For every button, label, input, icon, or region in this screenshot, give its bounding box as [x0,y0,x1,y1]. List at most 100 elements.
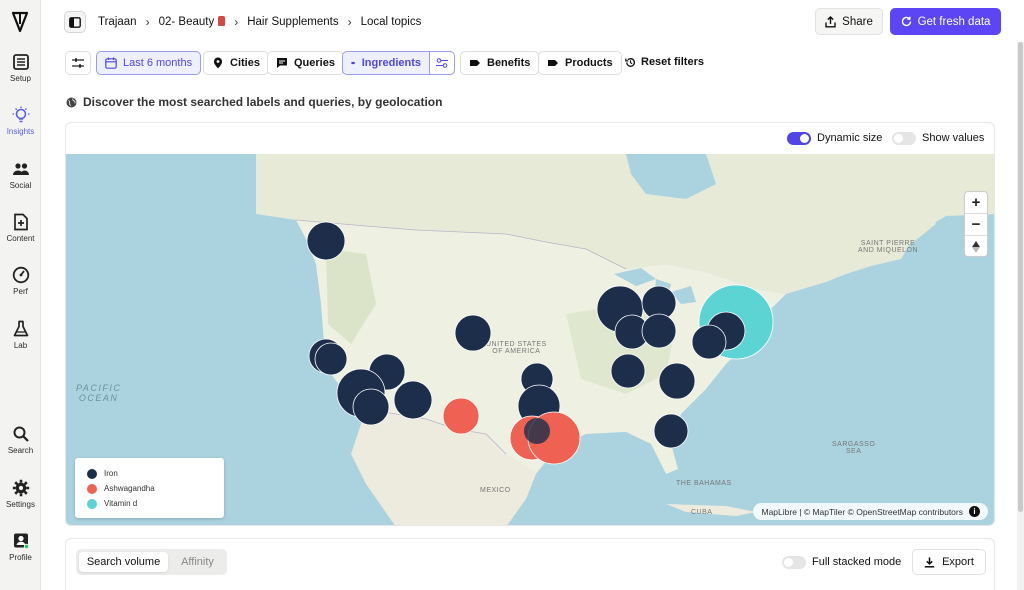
zoom-out-button[interactable]: − [965,214,987,236]
full-stacked-label: Full stacked mode [812,556,902,568]
full-stacked-toggle[interactable] [782,556,806,569]
sidebar-item-label: Insights [6,127,35,136]
page-subtitle: Discover the most searched labels and qu… [66,95,442,109]
globe-icon [66,97,77,107]
map-label-pacific: PACIFIC OCEAN [76,383,122,403]
legend-item-vitamin-d: Vitamin d [87,496,212,511]
share-button[interactable]: Share [815,8,883,35]
tab-affinity[interactable]: Affinity [181,556,214,568]
scrollbar-thumb[interactable] [1018,42,1023,512]
bubble-iron[interactable] [610,353,646,389]
sidebar-item-social[interactable]: Social [0,160,41,190]
chat-icon [277,58,287,68]
bubble-iron[interactable] [524,418,550,444]
sliders-icon [72,58,84,68]
tag-icon [548,60,558,66]
bubble-ashwagandha[interactable] [442,397,480,435]
breadcrumb-item-topic[interactable]: Hair Supplements [247,16,339,28]
bubble-iron[interactable] [691,324,727,360]
sidebar-panel-icon [69,16,81,28]
reset-filters-button[interactable]: Reset filters [625,56,704,68]
cities-filter[interactable]: Cities [203,51,269,75]
geo-map[interactable]: UNITED STATES OF AMERICA MEXICO PACIFIC OC… [66,154,994,525]
page-scrollbar[interactable] [1017,42,1024,590]
legend-item-ashwagandha: Ashwagandha [87,481,212,496]
dynamic-size-toggle[interactable] [787,132,811,145]
filter-settings-button[interactable] [65,51,91,75]
products-filter[interactable]: Products [538,51,622,75]
people-icon [12,163,29,175]
sidebar-item-label: Lab [13,341,28,350]
sidebar-item-label: Perf [13,287,28,296]
tag-icon [351,61,356,65]
bubble-layer [306,221,774,465]
export-button[interactable]: Export [912,549,986,575]
lipstick-icon [218,16,226,26]
sidebar-item-insights[interactable]: Insights [0,106,41,136]
bubble-iron[interactable] [314,342,348,376]
dynamic-size-label: Dynamic size [817,132,883,144]
chart-card: Search volume Affinity Full stacked mode… [65,538,995,590]
sidebar-item-label: Search [7,446,34,455]
map-label-mexico: MEXICO [480,487,511,494]
bubble-iron[interactable] [641,313,677,349]
map-pin-icon [214,57,222,69]
info-icon[interactable]: i [969,506,980,517]
benefits-filter[interactable]: Benefits [460,51,540,75]
sidebar-toggle-button[interactable] [64,11,86,33]
compass-icon [972,241,980,253]
app-logo-icon[interactable] [9,10,31,34]
ingredients-options-button[interactable] [429,51,455,75]
bubble-iron[interactable] [658,362,696,400]
map-label-usa: UNITED STATES OF AMERICA [486,341,547,355]
flask-icon [13,320,28,337]
legend-item-iron: Iron [87,466,212,481]
compass-reset-button[interactable] [965,236,987,258]
zoom-controls: + − [964,191,988,257]
calendar-icon [105,57,117,69]
sidebar-item-perf[interactable]: Perf [0,266,41,296]
map-label-sargasso: SARGASSO SEA [832,441,876,455]
bubble-iron[interactable] [454,314,492,352]
sidebar-item-content[interactable]: Content [0,213,41,243]
bubble-iron[interactable] [352,388,390,426]
sidebar-item-lab[interactable]: Lab [0,320,41,350]
sidebar-item-label: Settings [6,500,35,509]
bubble-iron[interactable] [306,221,346,261]
sidebar-item-setup[interactable]: Setup [0,53,41,83]
sidebar-item-search[interactable]: Search [0,425,41,455]
chevron-right-icon: › [347,15,352,29]
sidebar-item-label: Profile [9,553,32,562]
sidebar: Setup Insights Social Content Perf Lab S… [0,0,41,590]
show-values-label: Show values [922,132,985,144]
map-label-bahamas: THE BAHAMAS [676,480,732,487]
sidebar-item-profile[interactable]: Profile [0,532,41,562]
breadcrumb-item-workspace[interactable]: Trajaan [98,16,137,28]
chevron-right-icon: › [234,15,239,29]
bubble-iron[interactable] [653,413,689,449]
search-icon [13,426,29,442]
breadcrumb-item-category[interactable]: 02- Beauty [159,16,226,28]
breadcrumb-item-current: Local topics [360,16,422,28]
lightbulb-icon [12,106,29,123]
adjust-icon [436,58,448,68]
zoom-in-button[interactable]: + [965,192,987,214]
tab-search-volume[interactable]: Search volume [79,552,168,572]
gauge-icon [12,266,29,284]
breadcrumb: Trajaan › 02- Beauty › Hair Supplements … [98,15,421,29]
bubble-iron[interactable] [393,380,433,420]
metric-tabs: Search volume Affinity [76,549,227,575]
queries-filter[interactable]: Queries [267,51,344,75]
ingredients-filter[interactable]: Ingredients [342,51,430,75]
map-label-cuba: CUBA [691,509,713,516]
date-range-filter[interactable]: Last 6 months [96,51,202,75]
sidebar-item-label: Setup [10,74,31,83]
show-values-toggle[interactable] [892,132,916,145]
sidebar-item-label: Social [9,181,32,190]
history-icon [625,57,635,67]
map-legend: Iron Ashwagandha Vitamin d [75,458,224,518]
get-fresh-data-button[interactable]: Get fresh data [890,8,1001,35]
gear-icon [12,479,29,497]
sidebar-item-settings[interactable]: Settings [0,479,41,509]
map-label-saint-pierre: SAINT PIERRE AND MIQUELON [858,240,919,254]
